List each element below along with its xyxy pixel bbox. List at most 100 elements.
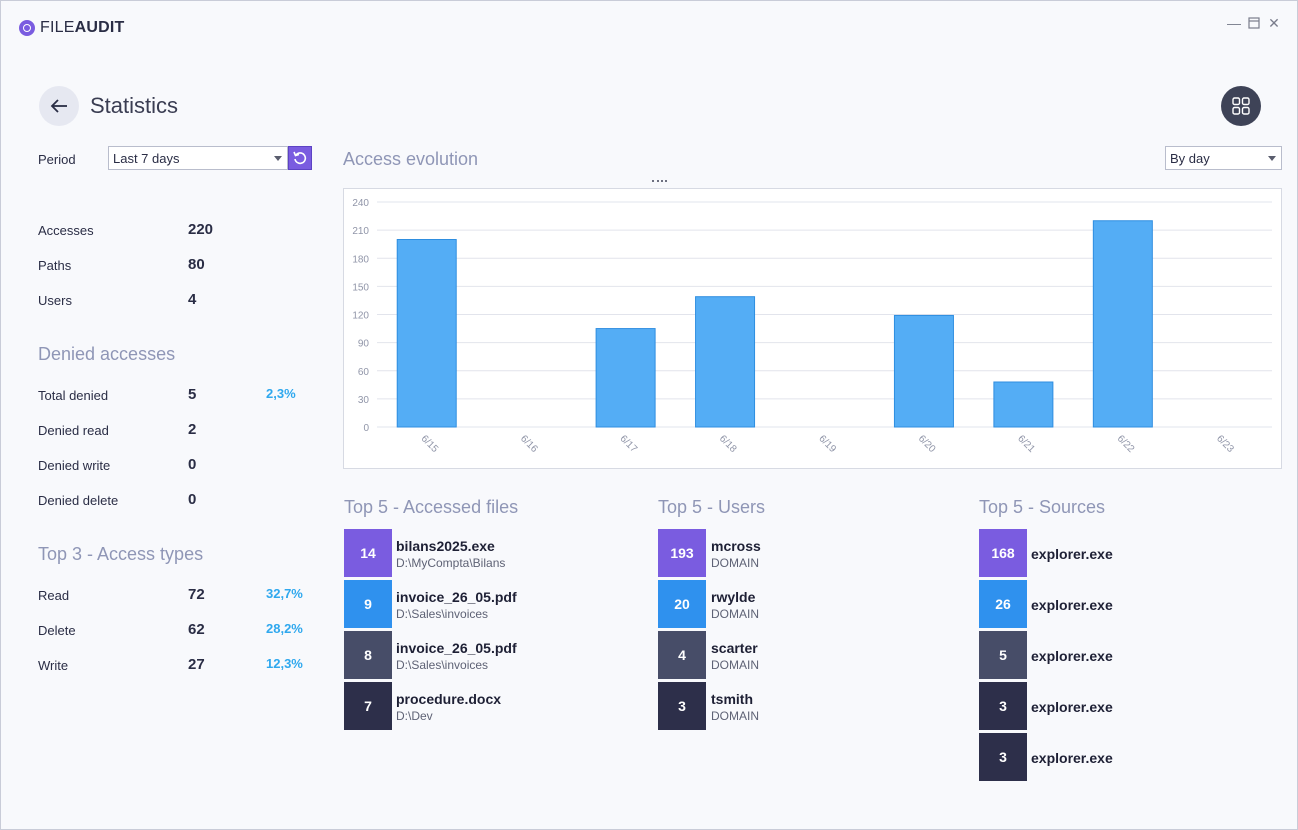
access-type-label: Read	[38, 588, 70, 603]
users-label: Users	[38, 293, 72, 308]
granularity-select[interactable]: By day	[1165, 146, 1282, 170]
top-sources-title: Top 5 - Sources	[979, 497, 1106, 517]
denied-delete-label: Denied delete	[38, 493, 119, 508]
y-tick-label: 120	[352, 311, 369, 322]
app-brand: FILEAUDIT	[19, 19, 124, 37]
x-tick-label: 6/16	[518, 433, 540, 455]
user-count-tile: 20	[658, 580, 706, 628]
source-name[interactable]: explorer.exe	[1031, 750, 1113, 766]
y-tick-label: 150	[352, 282, 369, 293]
minimize-button[interactable]: —	[1227, 15, 1241, 31]
access-type-percent: 28,2%	[266, 621, 303, 636]
page-title: Statistics	[90, 93, 179, 118]
x-tick-label: 6/22	[1115, 433, 1137, 455]
accesses-label: Accesses	[38, 223, 94, 238]
paths-label: Paths	[38, 258, 72, 273]
maximize-button[interactable]	[1245, 17, 1263, 32]
x-tick-label: 6/23	[1214, 433, 1236, 455]
access-evolution-chart: 0 30 60 90 120 150 180 210 240 6/15 6/16 6/17 6/18 6/…	[343, 188, 1282, 469]
access-type-percent: 32,7%	[266, 586, 303, 601]
chevron-down-icon	[1268, 156, 1276, 161]
period-select[interactable]: Last 7 days	[108, 146, 288, 170]
period-select-value: Last 7 days	[113, 151, 180, 166]
app-name: FILEAUDIT	[40, 19, 125, 36]
top-users-title: Top 5 - Users	[658, 497, 766, 517]
source-count-tile: 3	[979, 733, 1027, 781]
file-count-tile: 14	[344, 529, 392, 577]
bar[interactable]	[695, 296, 756, 428]
bar-chart: 0 30 60 90 120 150 180 210 240 6/15 6/16 6/17 6/18 6/…	[352, 198, 1272, 455]
bar[interactable]	[893, 314, 954, 428]
y-tick-label: 240	[352, 198, 369, 209]
file-path: D:\Sales\invoices	[396, 658, 489, 672]
user-count-tile: 4	[658, 631, 706, 679]
x-tick-label: 6/20	[916, 433, 938, 455]
file-count-tile: 8	[344, 631, 392, 679]
close-button[interactable]: ✕	[1268, 15, 1280, 31]
user-name[interactable]: mcross	[711, 538, 761, 554]
user-domain: DOMAIN	[711, 658, 759, 672]
fileaudit-logo-icon	[19, 20, 35, 36]
user-domain: DOMAIN	[711, 709, 759, 723]
arrow-left-icon	[50, 99, 67, 113]
x-tick-label: 6/15	[419, 433, 441, 455]
x-tick-label: 6/19	[816, 433, 838, 455]
bar[interactable]	[1092, 220, 1153, 428]
y-tick-label: 30	[358, 395, 370, 406]
file-path: D:\MyCompta\Bilans	[396, 556, 506, 570]
file-name[interactable]: bilans2025.exe	[396, 538, 495, 554]
granularity-select-value: By day	[1170, 151, 1210, 166]
x-tick-label: 6/21	[1015, 433, 1037, 455]
file-path: D:\Dev	[396, 709, 433, 723]
source-name[interactable]: explorer.exe	[1031, 699, 1113, 715]
paths-value: 80	[188, 256, 205, 273]
file-name[interactable]: invoice_26_05.pdf	[396, 640, 517, 656]
source-count-tile: 5	[979, 631, 1027, 679]
y-tick-label: 60	[358, 367, 370, 378]
y-tick-label: 210	[352, 226, 369, 237]
user-domain: DOMAIN	[711, 607, 759, 621]
access-evolution-title: Access evolution	[343, 149, 479, 169]
x-tick-label: 6/17	[617, 433, 639, 455]
total-denied-label: Total denied	[38, 388, 109, 403]
user-name[interactable]: rwylde	[711, 589, 756, 605]
x-tick-label: 6/18	[717, 433, 739, 455]
bar[interactable]	[993, 381, 1054, 428]
drag-handle[interactable]	[652, 180, 667, 182]
user-name[interactable]: scarter	[711, 640, 758, 656]
y-tick-label: 0	[363, 423, 369, 434]
access-type-label: Write	[38, 658, 69, 673]
top-files-title: Top 5 - Accessed files	[344, 497, 519, 517]
file-path: D:\Sales\invoices	[396, 607, 489, 621]
dashboard-view-button[interactable]	[1221, 86, 1261, 126]
back-button[interactable]	[39, 86, 79, 126]
user-domain: DOMAIN	[711, 556, 759, 570]
access-types-title: Top 3 - Access types	[38, 544, 204, 564]
refresh-button[interactable]	[288, 146, 312, 170]
denied-delete-value: 0	[188, 491, 197, 508]
total-denied-percent: 2,3%	[266, 386, 296, 401]
user-count-tile: 3	[658, 682, 706, 730]
denied-read-value: 2	[188, 421, 197, 438]
access-type-value: 72	[188, 586, 205, 603]
bar[interactable]	[595, 328, 656, 428]
y-tick-label: 180	[352, 254, 369, 265]
file-count-tile: 9	[344, 580, 392, 628]
total-denied-value: 5	[188, 386, 197, 403]
access-type-value: 62	[188, 621, 205, 638]
denied-accesses-title: Denied accesses	[38, 344, 176, 364]
chevron-down-icon	[274, 156, 282, 161]
file-name[interactable]: invoice_26_05.pdf	[396, 589, 517, 605]
maximize-icon	[1248, 17, 1260, 29]
access-type-label: Delete	[38, 623, 76, 638]
y-tick-label: 90	[358, 339, 370, 350]
access-type-percent: 12,3%	[266, 656, 303, 671]
source-name[interactable]: explorer.exe	[1031, 648, 1113, 664]
user-name[interactable]: tsmith	[711, 691, 753, 707]
period-label: Period	[38, 152, 76, 167]
file-name[interactable]: procedure.docx	[396, 691, 502, 707]
source-name[interactable]: explorer.exe	[1031, 597, 1113, 613]
source-name[interactable]: explorer.exe	[1031, 546, 1113, 562]
bar[interactable]	[396, 239, 457, 428]
